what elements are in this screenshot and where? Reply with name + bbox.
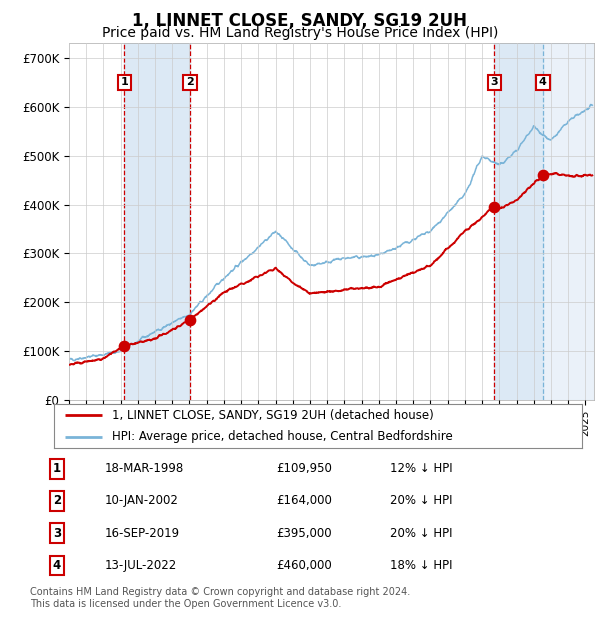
Text: 13-JUL-2022: 13-JUL-2022 [105, 559, 177, 572]
Text: 20% ↓ HPI: 20% ↓ HPI [390, 527, 452, 539]
Text: 12% ↓ HPI: 12% ↓ HPI [390, 463, 452, 475]
Text: 1: 1 [121, 78, 128, 87]
Text: 1: 1 [53, 463, 61, 475]
Text: 2: 2 [53, 495, 61, 507]
Text: 3: 3 [53, 527, 61, 539]
Point [490, 202, 499, 212]
Text: 18-MAR-1998: 18-MAR-1998 [105, 463, 184, 475]
Text: 4: 4 [539, 78, 547, 87]
Text: £460,000: £460,000 [276, 559, 332, 572]
Text: £395,000: £395,000 [276, 527, 332, 539]
Text: 10-JAN-2002: 10-JAN-2002 [105, 495, 179, 507]
Text: 1, LINNET CLOSE, SANDY, SG19 2UH (detached house): 1, LINNET CLOSE, SANDY, SG19 2UH (detach… [112, 409, 434, 422]
Text: 18% ↓ HPI: 18% ↓ HPI [390, 559, 452, 572]
Text: 1, LINNET CLOSE, SANDY, SG19 2UH: 1, LINNET CLOSE, SANDY, SG19 2UH [133, 12, 467, 30]
Bar [494, 43, 543, 400]
Text: £164,000: £164,000 [276, 495, 332, 507]
Text: 4: 4 [53, 559, 61, 572]
Point [119, 341, 129, 351]
Text: 20% ↓ HPI: 20% ↓ HPI [390, 495, 452, 507]
Text: 16-SEP-2019: 16-SEP-2019 [105, 527, 180, 539]
Point [538, 170, 548, 180]
Bar [543, 43, 594, 400]
Bar [124, 43, 190, 400]
Text: HPI: Average price, detached house, Central Bedfordshire: HPI: Average price, detached house, Cent… [112, 430, 453, 443]
Text: 2: 2 [186, 78, 194, 87]
Text: 3: 3 [491, 78, 498, 87]
Text: £109,950: £109,950 [276, 463, 332, 475]
Text: Price paid vs. HM Land Registry's House Price Index (HPI): Price paid vs. HM Land Registry's House … [102, 26, 498, 40]
Point [185, 315, 195, 325]
Text: Contains HM Land Registry data © Crown copyright and database right 2024.
This d: Contains HM Land Registry data © Crown c… [30, 587, 410, 609]
